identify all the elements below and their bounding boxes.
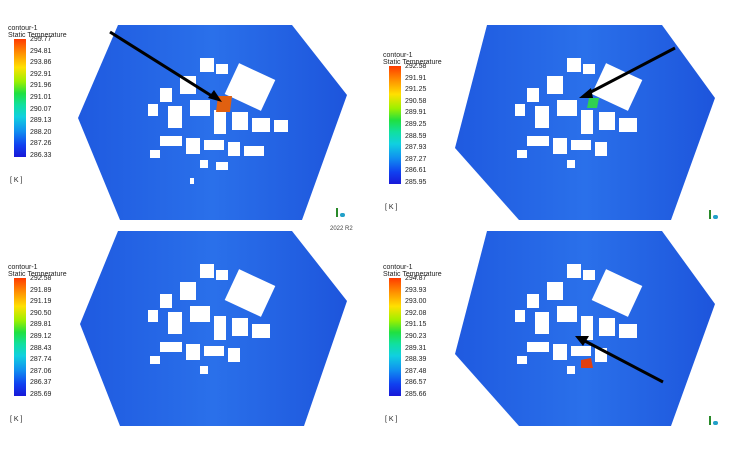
tick: 288.39 (405, 356, 427, 364)
legend-variable: Static Temperature (383, 271, 442, 278)
arrow (109, 30, 216, 100)
tick: 292.58 (30, 275, 52, 282)
contour-view-4 (455, 231, 715, 426)
tick: 291.25 (405, 86, 427, 94)
legend: contour-1 Static Temperature 294.87 293.… (383, 264, 463, 423)
tick: 286.33 (30, 152, 52, 159)
tick: 288.59 (405, 132, 427, 140)
colorbar (14, 278, 26, 396)
tick: 289.25 (405, 121, 427, 128)
tick: 288.43 (30, 344, 52, 352)
tick: 291.15 (405, 321, 427, 329)
tick: 286.37 (30, 379, 52, 387)
legend-name: contour-1 (383, 52, 413, 59)
legend: contour-1 Static Temperature 295.77 294.… (8, 25, 88, 184)
tick: 287.93 (405, 144, 427, 152)
building-footprints (515, 58, 643, 168)
building-footprints (148, 58, 288, 184)
legend-variable: Static Temperature (8, 271, 67, 278)
tick: 294.87 (405, 275, 427, 282)
arrow (586, 46, 676, 96)
contour-view-3 (80, 231, 347, 426)
arrow-head (208, 90, 222, 102)
legend-name: contour-1 (383, 264, 413, 271)
contour-view-1 (78, 25, 347, 220)
tick: 291.19 (30, 298, 52, 306)
tick: 286.57 (405, 379, 427, 387)
tick: 290.50 (30, 309, 52, 317)
legend-variable: Static Temperature (8, 32, 67, 39)
tick: 289.13 (30, 117, 52, 125)
tick: 293.93 (405, 286, 427, 294)
colorbar (389, 66, 401, 184)
tick: 290.23 (405, 333, 427, 340)
legend-name: contour-1 (8, 25, 38, 32)
legend-variable: Static Temperature (383, 59, 442, 66)
legend: contour-1 Static Temperature 292.58 291.… (8, 264, 88, 423)
tick: 287.74 (30, 356, 52, 364)
arrow (582, 338, 664, 384)
panel-top-left: contour-1 Static Temperature 295.77 294.… (0, 0, 367, 225)
legend-unit: [ K ] (385, 204, 398, 211)
colorbar (14, 39, 26, 157)
building-footprints (148, 264, 276, 374)
tick: 287.27 (405, 155, 427, 163)
tick: 293.00 (405, 298, 427, 306)
tick: 291.89 (30, 286, 52, 294)
version-watermark: 2022 R2 (330, 226, 353, 232)
legend-unit: [ K ] (10, 416, 23, 423)
legend-name: contour-1 (8, 264, 38, 271)
tick: 291.91 (405, 74, 427, 82)
arrow-head (579, 88, 593, 98)
arrow-head (575, 336, 589, 346)
axis-triad-icon (707, 210, 721, 220)
panel-bottom-right: contour-1 Static Temperature 294.87 293.… (367, 226, 734, 451)
hotspot (581, 358, 593, 368)
tick: 291.96 (30, 82, 52, 90)
tick: 290.58 (405, 97, 427, 105)
tick: 288.20 (30, 128, 52, 136)
hotspot (587, 98, 599, 108)
domain-hexagon (78, 25, 347, 220)
tick: 289.12 (30, 333, 52, 340)
tick: 285.69 (30, 391, 52, 398)
axis-triad-icon (334, 208, 348, 218)
tick: 289.31 (405, 344, 427, 352)
tick: 295.77 (30, 36, 52, 43)
tick: 289.91 (405, 109, 427, 117)
tick: 287.26 (30, 140, 52, 148)
legend-unit: [ K ] (10, 177, 23, 184)
axis-triad-icon (707, 416, 721, 426)
building-footprints (515, 264, 643, 374)
tick: 290.07 (30, 105, 52, 113)
tick: 287.06 (30, 367, 52, 375)
panel-bottom-left: contour-1 Static Temperature 292.58 291.… (0, 226, 367, 451)
tick: 292.08 (405, 309, 427, 317)
tick: 294.81 (30, 47, 52, 55)
legend-unit: [ K ] (385, 416, 398, 423)
tick: 292.91 (30, 70, 52, 78)
tick: 291.01 (30, 94, 52, 101)
colorbar (389, 278, 401, 396)
tick: 285.95 (405, 179, 427, 186)
tick: 286.61 (405, 167, 427, 175)
tick: 293.86 (30, 59, 52, 67)
panel-top-right: contour-1 Static Temperature 292.58 291.… (367, 0, 734, 225)
tick: 287.48 (405, 367, 427, 375)
legend: contour-1 Static Temperature 292.58 291.… (383, 52, 463, 211)
tick: 285.66 (405, 391, 427, 398)
tick: 292.58 (405, 63, 427, 70)
contour-view-2 (455, 25, 715, 220)
tick: 289.81 (30, 321, 52, 329)
domain-hexagon (80, 231, 347, 426)
